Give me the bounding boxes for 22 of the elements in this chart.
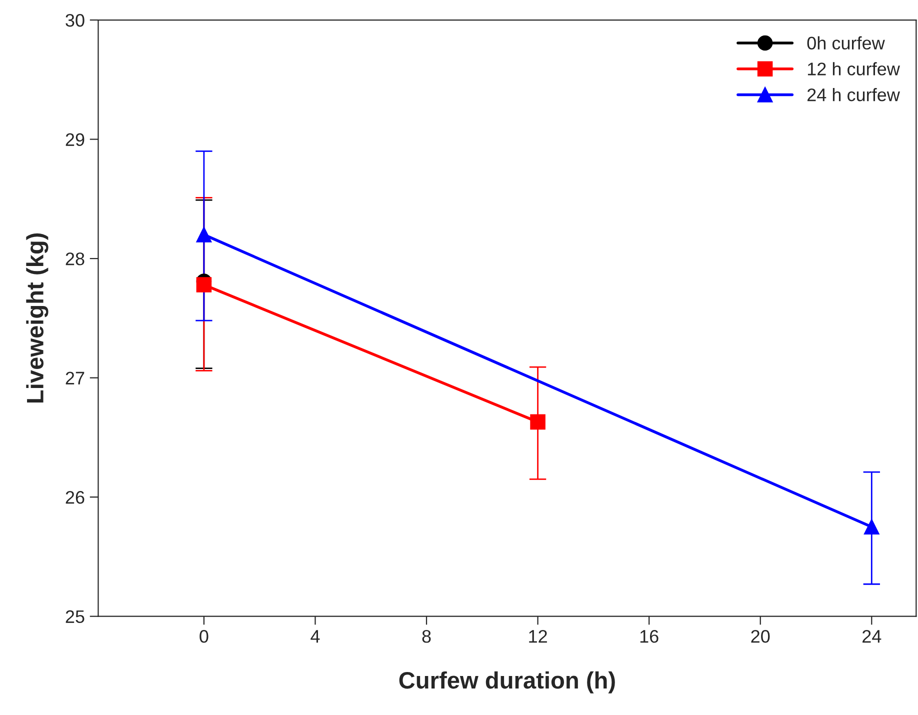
y-tick-label: 28 <box>66 252 84 266</box>
x-tick-label: 4 <box>310 630 320 643</box>
point <box>530 414 546 430</box>
point <box>864 519 880 535</box>
x-tick-label: 8 <box>422 630 431 643</box>
y-tick-label: 30 <box>66 14 84 27</box>
y-tick-label: 26 <box>66 491 84 504</box>
y-tick-label: 27 <box>66 372 84 384</box>
y-tick-label: 25 <box>66 610 84 624</box>
x-tick-label: 0 <box>200 630 208 643</box>
legend-label: 24 h curfew <box>807 88 900 102</box>
x-tick-label: 20 <box>751 630 770 643</box>
legend-label: 12 h curfew <box>808 62 900 76</box>
y-axis-title: Liveweight (kg) <box>26 233 48 403</box>
point <box>196 277 212 292</box>
point <box>196 227 212 242</box>
x-tick-label: 16 <box>640 630 658 643</box>
x-tick-label: 12 <box>529 630 547 643</box>
y-tick-label: 29 <box>66 133 84 146</box>
legend-label: 0h curfew <box>807 36 885 50</box>
x-tick-label: 24 <box>862 630 882 643</box>
x-axis-title: Curfew duration (h) <box>399 671 615 694</box>
